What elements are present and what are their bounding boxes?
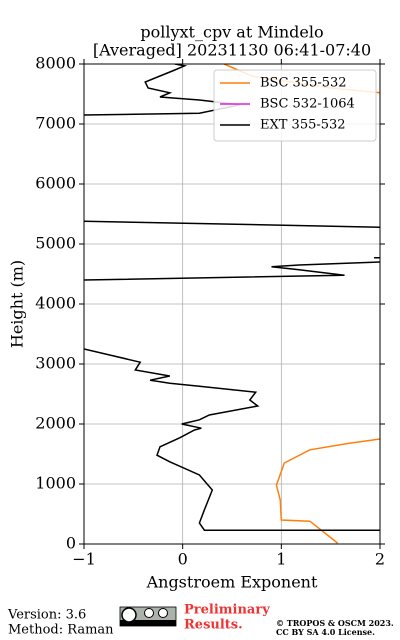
legend-label: BSC 532-1064: [260, 97, 355, 112]
series-line: [84, 64, 380, 531]
x-axis-label: Angstroem Exponent: [146, 573, 318, 592]
legend: BSC 355-532 BSC 532-1064 EXT 355-532: [213, 69, 377, 142]
x-tick-label: −1: [72, 550, 96, 569]
copyright: CC BY SA 4.0 License.: [276, 627, 375, 637]
x-tick-label: 0: [178, 550, 188, 569]
preliminary: Preliminary: [184, 603, 270, 618]
chart-title: pollyxt_cpv at Mindelo: [140, 23, 323, 42]
method: Method: Raman: [8, 623, 114, 638]
cc-logo: [119, 606, 177, 627]
version: Version: 3.6: [7, 608, 86, 623]
copyright: © TROPOS & OSCM 2023.: [276, 618, 394, 628]
y-tick-label: 3000: [35, 354, 76, 373]
y-tick-label: 5000: [35, 234, 76, 253]
y-tick-label: 2000: [35, 414, 76, 433]
y-axis-label: Height (m): [8, 260, 27, 348]
legend-label: BSC 355-532: [260, 76, 347, 91]
legend-box: [213, 69, 377, 142]
y-tick-label: 4000: [35, 294, 76, 313]
x-tick-label: 2: [375, 550, 385, 569]
y-tick-label: 8000: [35, 54, 76, 73]
y-tick-label: 1000: [35, 474, 76, 493]
x-tick-label: 1: [276, 550, 286, 569]
preliminary: Results.: [184, 618, 243, 633]
y-tick-label: 7000: [35, 114, 76, 133]
y-tick-label: 0: [66, 534, 76, 553]
legend-label: EXT 355-532: [260, 118, 346, 133]
y-tick-label: 6000: [35, 174, 76, 193]
chart-subtitle: [Averaged] 20231130 06:41-07:40: [93, 41, 371, 60]
